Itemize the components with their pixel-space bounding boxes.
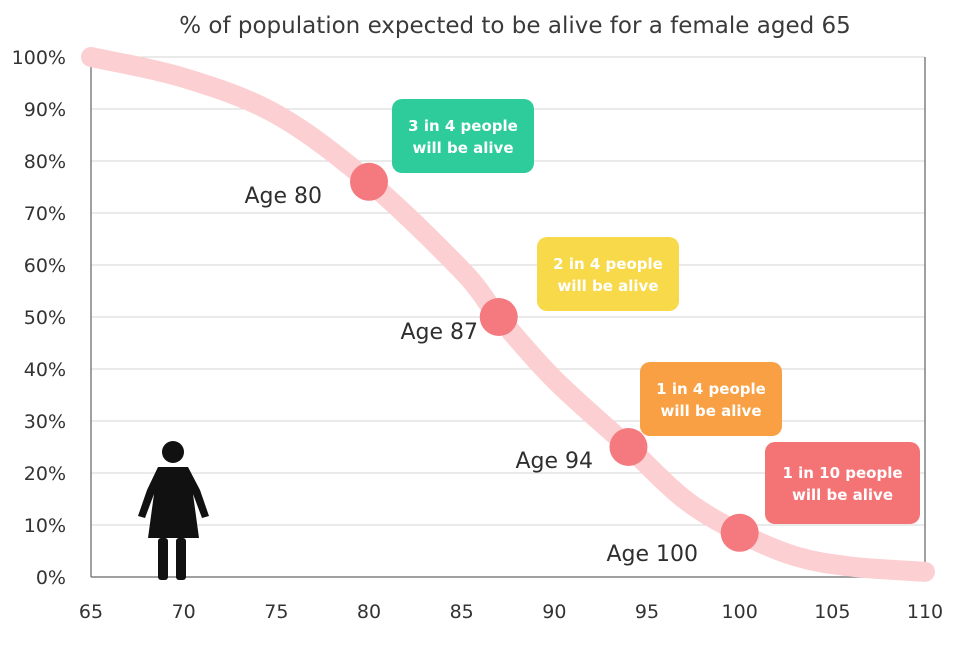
y-tick-label: 70% [24,203,66,225]
callout-text: will be alive [661,402,762,420]
y-tick-label: 30% [24,411,66,433]
callout-text: 3 in 4 people [408,117,518,135]
callout-box [640,362,782,436]
female-person-icon [138,441,209,580]
highlight-marker [350,162,388,201]
y-tick-label: 80% [24,151,66,173]
callouts: 3 in 4 people will be alive 2 in 4 people w… [392,99,920,524]
x-tick-label: 80 [357,601,381,623]
callout-text: will be alive [792,486,893,504]
y-tick-label: 0% [36,567,66,589]
callout-text: 1 in 10 people [782,464,902,482]
age-label: Age 100 [606,542,698,567]
highlight-points: Age 80 Age 87 Age 94 Age 100 [244,162,759,567]
y-tick-label: 20% [24,463,66,485]
y-tick-label: 10% [24,515,66,537]
x-tick-label: 110 [907,601,943,623]
age-label: Age 87 [400,320,478,345]
y-tick-label: 50% [24,307,66,329]
callout-box [392,99,534,173]
x-tick-label: 65 [79,601,103,623]
callout-text: 1 in 4 people [656,380,766,398]
axes: 0% 10% 20% 30% 40% 50% 60% 70% 80% 90% 100% 65 70 75 8… [12,47,943,623]
callout-text: will be alive [558,277,659,295]
y-tick-label: 60% [24,255,66,277]
x-tick-label: 90 [542,601,566,623]
age-label: Age 80 [244,184,322,209]
x-tick-label: 70 [172,601,196,623]
y-tick-label: 90% [24,99,66,121]
age-label: Age 94 [515,449,593,474]
x-tick-label: 75 [264,601,288,623]
callout-text: 2 in 4 people [553,255,663,273]
highlight-marker [720,513,759,552]
x-tick-label: 95 [635,601,659,623]
callout-box [537,237,679,311]
y-tick-label: 40% [24,359,66,381]
chart-title: % of population expected to be alive for… [179,13,851,39]
highlight-marker [479,298,518,336]
highlight-marker [609,428,648,466]
survival-curve-line [81,47,935,582]
callout-box [765,442,920,524]
x-tick-label: 85 [450,601,474,623]
survival-curve [81,47,935,582]
x-tick-label: 105 [814,601,850,623]
y-tick-label: 100% [12,47,66,69]
callout-text: will be alive [413,139,514,157]
x-tick-label: 100 [722,601,758,623]
